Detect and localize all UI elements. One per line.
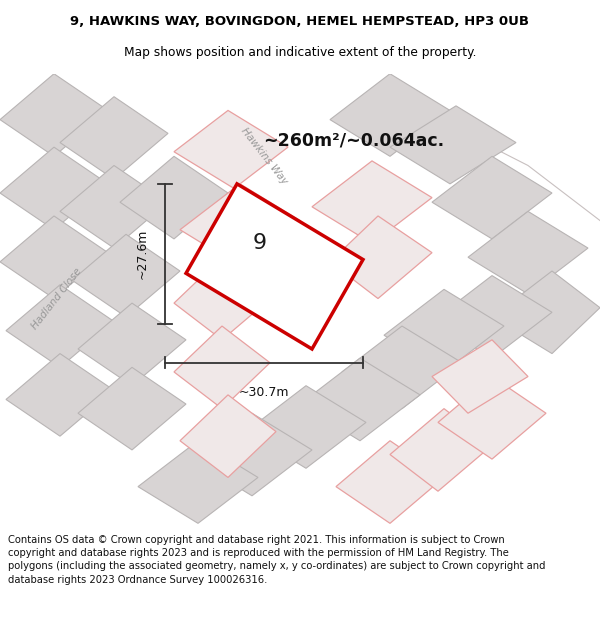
Polygon shape (174, 111, 288, 189)
Text: ~30.7m: ~30.7m (239, 386, 289, 399)
Polygon shape (342, 326, 462, 409)
Polygon shape (6, 354, 114, 436)
Polygon shape (0, 216, 108, 299)
Polygon shape (0, 74, 384, 234)
Text: 9: 9 (253, 234, 266, 254)
Text: ~260m²/~0.064ac.: ~260m²/~0.064ac. (263, 131, 445, 149)
Text: Map shows position and indicative extent of the property.: Map shows position and indicative extent… (124, 46, 476, 59)
Polygon shape (60, 97, 168, 179)
Polygon shape (432, 340, 528, 413)
Polygon shape (312, 161, 432, 244)
Polygon shape (174, 326, 270, 409)
Polygon shape (360, 211, 600, 372)
Polygon shape (192, 413, 312, 496)
Text: Contains OS data © Crown copyright and database right 2021. This information is : Contains OS data © Crown copyright and d… (8, 535, 545, 584)
Text: Hawkins Way: Hawkins Way (239, 126, 289, 186)
Text: ~27.6m: ~27.6m (136, 229, 149, 279)
Polygon shape (0, 74, 108, 156)
Polygon shape (180, 395, 276, 478)
Polygon shape (300, 358, 420, 441)
Polygon shape (384, 289, 504, 372)
Polygon shape (390, 106, 516, 184)
Polygon shape (246, 386, 366, 468)
Polygon shape (336, 441, 444, 523)
Polygon shape (180, 184, 300, 266)
Polygon shape (438, 376, 546, 459)
Polygon shape (390, 409, 492, 491)
Polygon shape (60, 166, 168, 248)
Polygon shape (78, 303, 186, 386)
Polygon shape (432, 156, 552, 239)
Polygon shape (72, 234, 180, 317)
Polygon shape (330, 74, 450, 156)
Polygon shape (120, 156, 228, 239)
Polygon shape (6, 285, 114, 368)
Polygon shape (468, 211, 588, 294)
Polygon shape (432, 276, 552, 358)
Polygon shape (78, 368, 186, 450)
Polygon shape (0, 147, 108, 230)
Polygon shape (330, 216, 432, 299)
Polygon shape (492, 271, 600, 354)
Polygon shape (174, 258, 276, 340)
Text: Hadland Close: Hadland Close (30, 266, 84, 331)
Polygon shape (138, 441, 258, 523)
Polygon shape (186, 184, 363, 349)
Text: 9, HAWKINS WAY, BOVINGDON, HEMEL HEMPSTEAD, HP3 0UB: 9, HAWKINS WAY, BOVINGDON, HEMEL HEMPSTE… (71, 15, 530, 28)
Polygon shape (330, 74, 600, 221)
